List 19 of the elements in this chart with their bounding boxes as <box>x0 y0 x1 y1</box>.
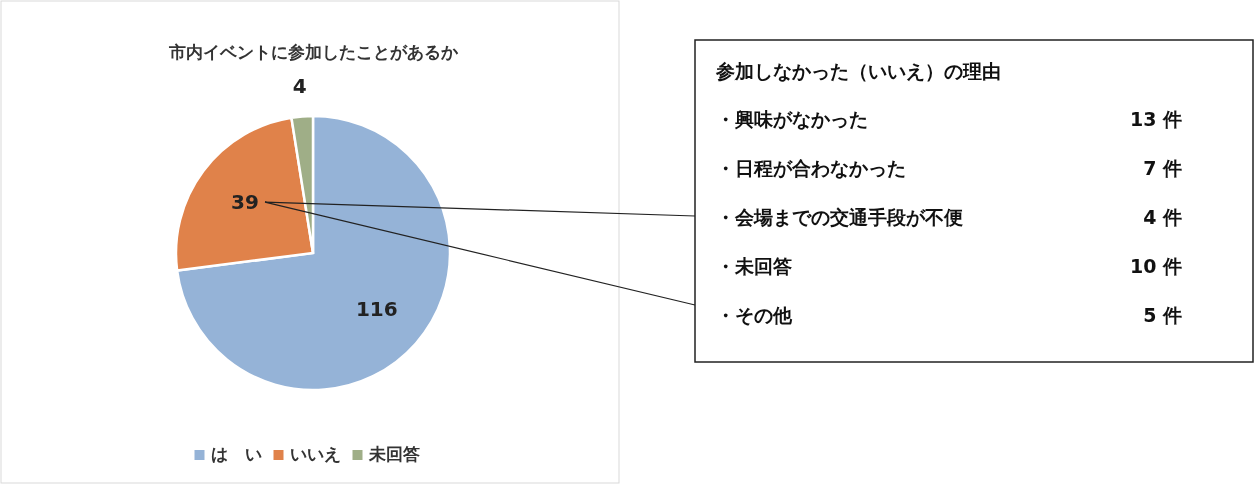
text: ・興味がなかった <box>716 108 868 130</box>
legend-label: は い <box>210 444 262 464</box>
data-label: 4 <box>292 74 307 99</box>
chart-title: 市内イベントに参加したことがあるか <box>167 42 459 62</box>
text: ・日程が合わなかった <box>716 157 906 179</box>
text: 4 件 <box>1143 206 1182 228</box>
text: ・未回答 <box>716 255 792 277</box>
legend-label: 未回答 <box>367 444 420 464</box>
legend-label: いいえ <box>289 444 341 464</box>
data-label: 116 <box>355 297 398 322</box>
text: 参加しなかった（いいえ）の理由 <box>715 60 1001 82</box>
pie-slice <box>175 114 452 392</box>
text: 10 件 <box>1129 255 1182 277</box>
text: ・会場までの交通手段が不便 <box>716 206 963 228</box>
text: 13 件 <box>1129 108 1182 130</box>
text: 5 件 <box>1143 304 1182 326</box>
text: ・その他 <box>716 304 793 326</box>
text: 7 件 <box>1143 157 1182 179</box>
data-label: 39 <box>231 190 259 215</box>
